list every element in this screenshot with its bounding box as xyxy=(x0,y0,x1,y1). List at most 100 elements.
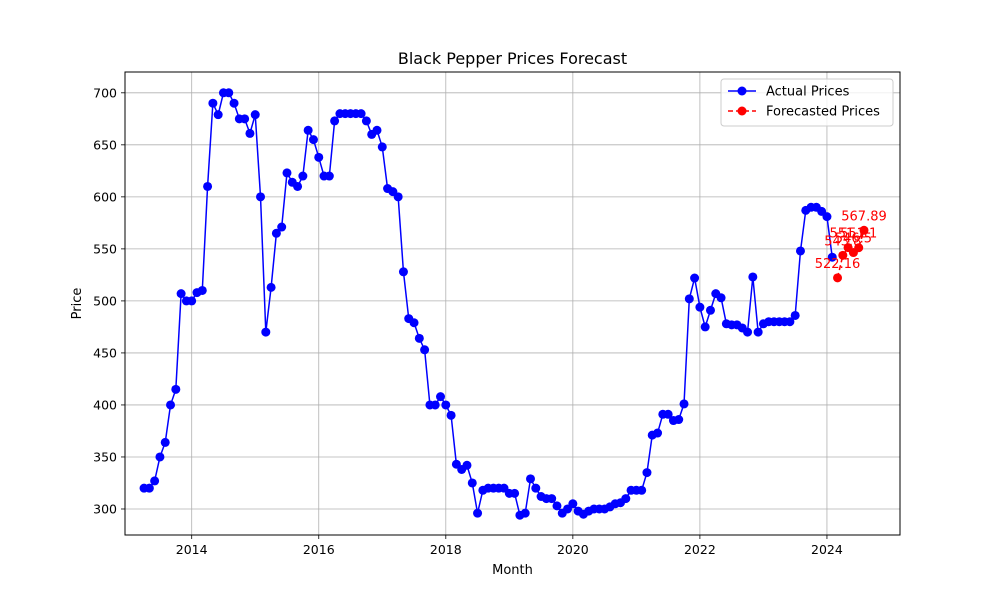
data-point xyxy=(716,293,726,303)
data-point xyxy=(705,305,715,315)
data-point xyxy=(298,171,308,181)
legend-marker-actual xyxy=(737,86,747,96)
data-point xyxy=(436,392,446,402)
data-point xyxy=(568,499,578,509)
data-point xyxy=(827,252,837,262)
data-point xyxy=(795,246,805,256)
data-point xyxy=(854,243,864,253)
data-point xyxy=(150,476,160,486)
data-point xyxy=(330,116,340,126)
data-point xyxy=(473,508,483,518)
data-point xyxy=(377,142,387,152)
data-point xyxy=(690,273,700,283)
data-point xyxy=(446,410,456,420)
data-point xyxy=(314,152,324,162)
data-point xyxy=(663,409,673,419)
y-tick-label: 350 xyxy=(93,449,117,464)
data-point xyxy=(414,333,424,343)
data-point xyxy=(695,302,705,312)
data-point xyxy=(293,181,303,191)
data-point xyxy=(256,192,266,202)
data-point xyxy=(166,400,176,410)
data-point xyxy=(510,488,520,498)
data-point xyxy=(324,171,334,181)
data-point xyxy=(303,125,313,135)
data-point xyxy=(526,474,535,484)
chart-title: Black Pepper Prices Forecast xyxy=(398,49,627,68)
data-point xyxy=(187,296,197,306)
data-point xyxy=(679,399,689,409)
data-point xyxy=(398,267,408,277)
data-point xyxy=(361,116,371,126)
data-point xyxy=(859,225,869,235)
data-point xyxy=(785,317,795,327)
data-point xyxy=(753,327,763,337)
x-tick-label: 2018 xyxy=(430,542,462,557)
data-point xyxy=(176,289,186,299)
data-point xyxy=(208,98,218,108)
data-point xyxy=(160,437,170,447)
x-tick-label: 2020 xyxy=(557,542,589,557)
data-point xyxy=(684,294,694,304)
data-point xyxy=(155,452,165,462)
data-point xyxy=(420,345,430,355)
data-point xyxy=(642,468,652,478)
data-label: 546.5 xyxy=(835,232,872,247)
x-tick-label: 2016 xyxy=(303,542,335,557)
legend-marker-forecast xyxy=(737,106,747,116)
data-point xyxy=(838,250,848,260)
y-tick-label: 700 xyxy=(93,85,117,100)
legend-box xyxy=(720,78,894,127)
y-tick-label: 300 xyxy=(93,501,117,516)
data-point xyxy=(171,384,181,394)
data-point xyxy=(213,110,223,120)
data-point xyxy=(245,128,255,138)
data-label: 543.8 xyxy=(824,234,861,249)
data-point xyxy=(250,110,260,120)
y-tick-label: 550 xyxy=(93,241,117,256)
data-label: 522.16 xyxy=(815,257,861,272)
data-point xyxy=(266,282,276,292)
legend-label-forecast: Forecasted Prices xyxy=(766,105,880,120)
data-point xyxy=(197,285,207,295)
x-tick-label: 2014 xyxy=(176,542,208,557)
data-point xyxy=(790,310,800,320)
axis-ticks: 2014 2016 2018 2020 2022 2024 300 350 400 450 500 5… xyxy=(93,85,843,557)
data-label: 551.1 xyxy=(840,227,877,242)
y-tick-label: 400 xyxy=(93,397,117,412)
data-point xyxy=(743,327,753,337)
data-point xyxy=(822,212,832,222)
data-point xyxy=(356,109,366,119)
data-point xyxy=(520,508,530,518)
data-point xyxy=(531,483,541,493)
data-point xyxy=(224,88,234,98)
data-point xyxy=(372,125,382,135)
y-axis-label: Price xyxy=(70,288,85,320)
data-point xyxy=(674,415,684,425)
data-point xyxy=(441,400,451,410)
x-tick-label: 2024 xyxy=(811,542,843,557)
grid-lines xyxy=(125,72,900,535)
data-point xyxy=(462,460,472,470)
plot-frame xyxy=(124,71,901,536)
data-point xyxy=(240,114,250,124)
y-tick-label: 650 xyxy=(93,137,117,152)
data-point xyxy=(203,181,213,191)
series-layer xyxy=(139,88,869,520)
data-point xyxy=(229,98,239,108)
data-point xyxy=(700,322,710,332)
data-point xyxy=(261,327,271,337)
data-point xyxy=(621,494,631,504)
data-label: 551.2 xyxy=(830,227,867,242)
data-point xyxy=(277,222,287,232)
data-label: 567.89 xyxy=(841,209,887,224)
x-tick-label: 2022 xyxy=(684,542,716,557)
y-tick-label: 450 xyxy=(93,345,117,360)
data-point xyxy=(430,400,440,410)
data-point xyxy=(547,494,557,504)
data-point xyxy=(308,135,318,145)
data-point xyxy=(271,228,281,238)
data-point xyxy=(653,428,663,438)
data-point xyxy=(637,485,647,495)
